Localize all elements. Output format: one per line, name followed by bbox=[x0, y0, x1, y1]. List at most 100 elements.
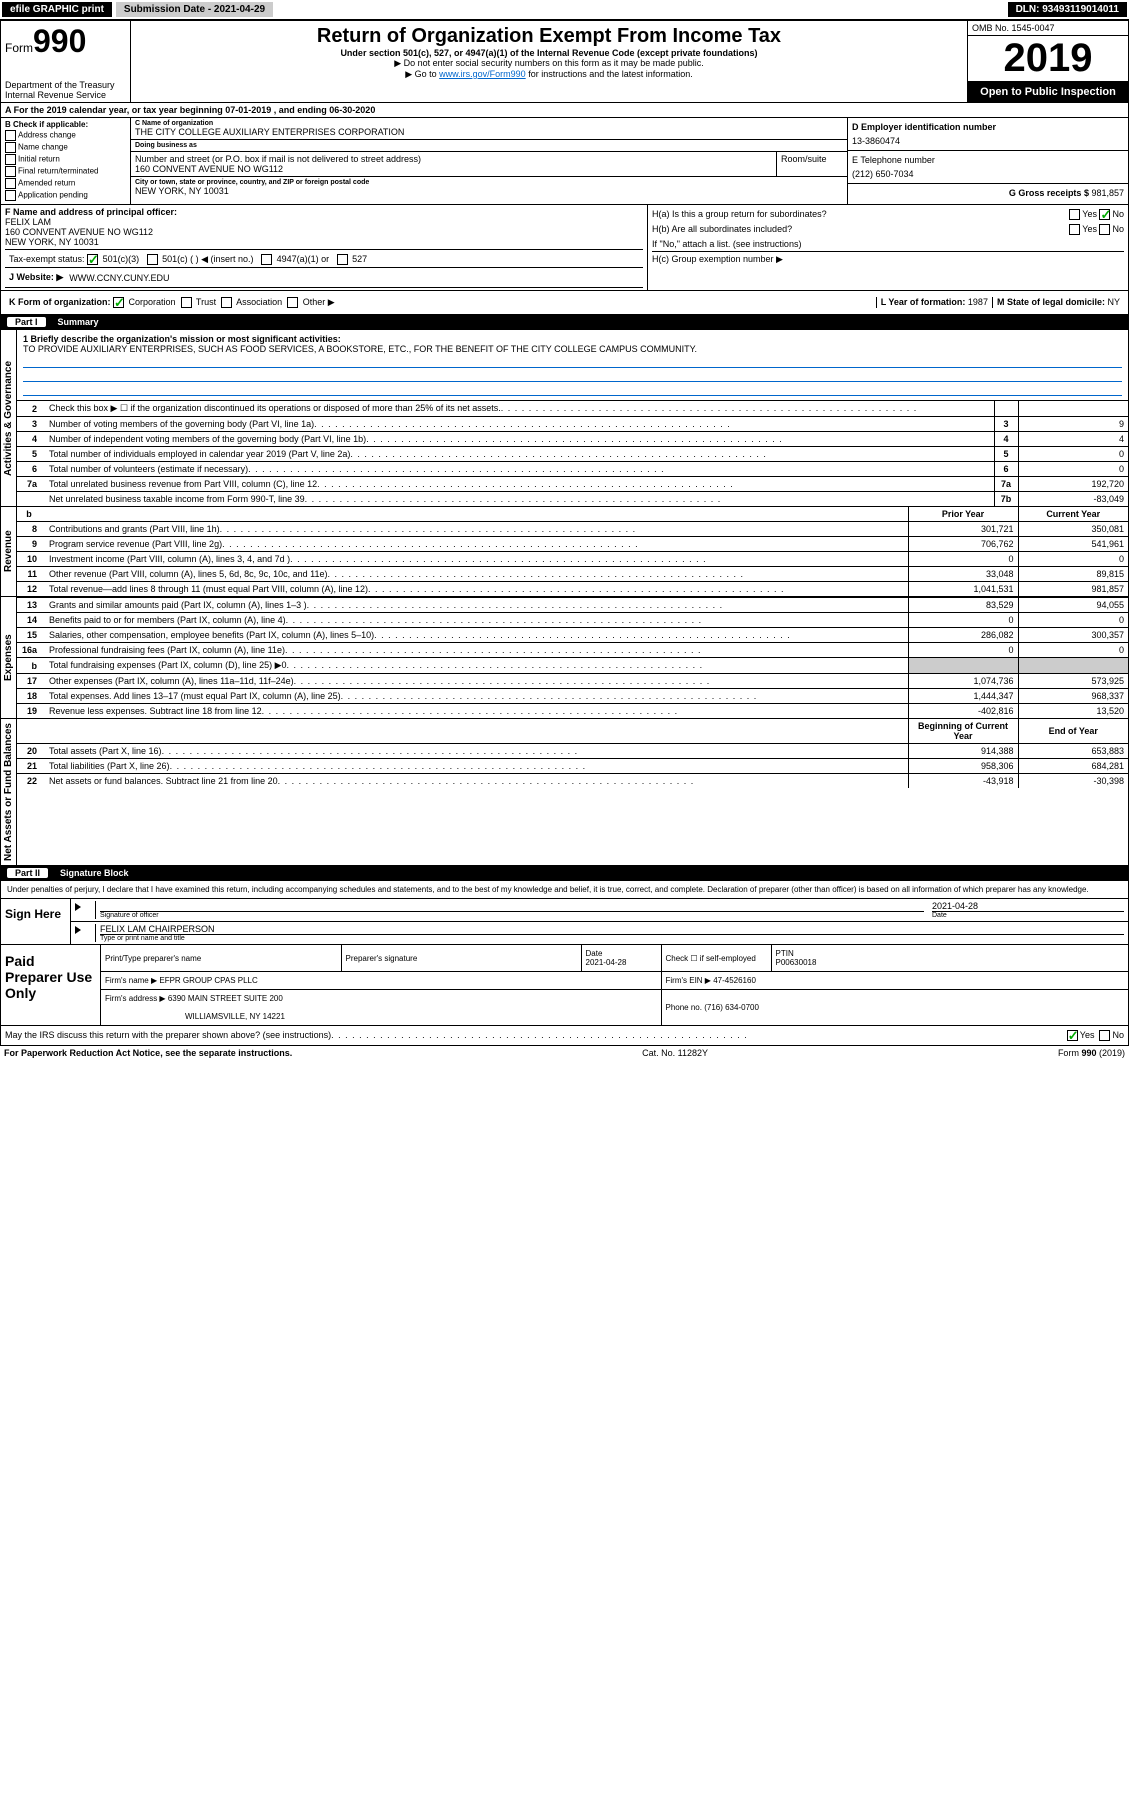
table-row: 13Grants and similar amounts paid (Part … bbox=[17, 598, 1128, 613]
gross-value: 981,857 bbox=[1091, 188, 1124, 198]
chk-final-return[interactable]: Final return/terminated bbox=[5, 166, 126, 177]
prep-sig-label: Preparer's signature bbox=[346, 954, 418, 963]
form-number-text: 990 bbox=[33, 23, 86, 59]
chk-assoc[interactable] bbox=[221, 297, 232, 308]
table-row: 14Benefits paid to or for members (Part … bbox=[17, 613, 1128, 628]
section-netassets: Net Assets or Fund Balances Beginning of… bbox=[0, 719, 1129, 866]
website-value: WWW.CCNY.CUNY.EDU bbox=[69, 273, 169, 283]
form-header: Form990 Department of the Treasury Inter… bbox=[0, 20, 1129, 103]
form-note1: ▶ Do not enter social security numbers o… bbox=[135, 58, 963, 69]
form990-link[interactable]: www.irs.gov/Form990 bbox=[439, 69, 526, 79]
box-b-title: B Check if applicable: bbox=[5, 120, 88, 129]
firm-phone: (716) 634-0700 bbox=[704, 1003, 759, 1012]
chk-application-pending[interactable]: Application pending bbox=[5, 190, 126, 201]
table-row: Net unrelated business taxable income fr… bbox=[17, 492, 1128, 507]
table-row: 20Total assets (Part X, line 16)914,3886… bbox=[17, 744, 1128, 759]
block-bcdeg: B Check if applicable: Address change Na… bbox=[0, 118, 1129, 205]
side-label-rev: Revenue bbox=[1, 507, 17, 596]
part1-header: Part I Summary bbox=[0, 315, 1129, 330]
website-label: J Website: ▶ bbox=[9, 272, 63, 283]
penalty-text: Under penalties of perjury, I declare th… bbox=[1, 881, 1128, 898]
mission-label: 1 Briefly describe the organization's mi… bbox=[23, 334, 341, 344]
footer-right: Form 990 (2019) bbox=[1058, 1048, 1125, 1058]
table-row: 5Total number of individuals employed in… bbox=[17, 447, 1128, 462]
discuss-yes[interactable] bbox=[1067, 1030, 1078, 1041]
section-revenue: Revenue bPrior YearCurrent Year8Contribu… bbox=[0, 507, 1129, 597]
hb-yes[interactable] bbox=[1069, 224, 1080, 235]
arrow-icon bbox=[75, 926, 81, 934]
box-deg: D Employer identification number 13-3860… bbox=[848, 118, 1128, 204]
table-row: 4Number of independent voting members of… bbox=[17, 432, 1128, 447]
table-row: 7aTotal unrelated business revenue from … bbox=[17, 477, 1128, 492]
chk-amended-return[interactable]: Amended return bbox=[5, 178, 126, 189]
table-row: 15Salaries, other compensation, employee… bbox=[17, 628, 1128, 643]
footer: For Paperwork Reduction Act Notice, see … bbox=[0, 1046, 1129, 1060]
firm-addr-label: Firm's address ▶ bbox=[105, 994, 166, 1003]
sig-date: 2021-04-28 bbox=[932, 901, 1124, 912]
gross-label: G Gross receipts $ bbox=[1009, 188, 1092, 198]
firm-name-label: Firm's name ▶ bbox=[105, 976, 157, 985]
table-row: 6Total number of volunteers (estimate if… bbox=[17, 462, 1128, 477]
table-row: 8Contributions and grants (Part VIII, li… bbox=[17, 522, 1128, 537]
print-label: Print/Type preparer's name bbox=[105, 954, 201, 963]
ptin-value: P00630018 bbox=[776, 958, 817, 967]
box-c: C Name of organization THE CITY COLLEGE … bbox=[131, 118, 848, 204]
check-self-emp: Check ☐ if self-employed bbox=[666, 954, 756, 963]
street-value: 160 CONVENT AVENUE NO WG112 bbox=[135, 164, 772, 174]
footer-center: Cat. No. 11282Y bbox=[642, 1048, 708, 1058]
chk-name-change[interactable]: Name change bbox=[5, 142, 126, 153]
table-row: 3Number of voting members of the governi… bbox=[17, 417, 1128, 432]
chk-501c[interactable] bbox=[147, 254, 158, 265]
side-label-gov: Activities & Governance bbox=[1, 330, 17, 506]
chk-address-change[interactable]: Address change bbox=[5, 130, 126, 141]
section-governance: Activities & Governance 1 Briefly descri… bbox=[0, 330, 1129, 507]
table-row: 12Total revenue—add lines 8 through 11 (… bbox=[17, 582, 1128, 597]
officer-name: FELIX LAM bbox=[5, 217, 643, 227]
chk-corp[interactable] bbox=[113, 297, 124, 308]
table-row: 22Net assets or fund balances. Subtract … bbox=[17, 774, 1128, 789]
paid-date: 2021-04-28 bbox=[586, 958, 627, 967]
dba-label: Doing business as bbox=[135, 142, 843, 149]
ha-no[interactable] bbox=[1099, 209, 1110, 220]
ein-label: D Employer identification number bbox=[852, 122, 996, 132]
note2-post: for instructions and the latest informat… bbox=[526, 69, 693, 79]
chk-trust[interactable] bbox=[181, 297, 192, 308]
revenue-table: bPrior YearCurrent Year8Contributions an… bbox=[17, 507, 1128, 596]
chk-initial-return[interactable]: Initial return bbox=[5, 154, 126, 165]
ha-yes[interactable] bbox=[1069, 209, 1080, 220]
part2-header: Part II Signature Block bbox=[0, 866, 1129, 881]
discuss-no[interactable] bbox=[1099, 1030, 1110, 1041]
hb-no[interactable] bbox=[1099, 224, 1110, 235]
table-row: 11Other revenue (Part VIII, column (A), … bbox=[17, 567, 1128, 582]
part2-num: Part II bbox=[7, 868, 48, 878]
l-value: 1987 bbox=[968, 297, 988, 307]
mission-text: TO PROVIDE AUXILIARY ENTERPRISES, SUCH A… bbox=[23, 344, 1122, 354]
section-expenses: Expenses 13Grants and similar amounts pa… bbox=[0, 597, 1129, 719]
room-label: Room/suite bbox=[781, 154, 843, 164]
chk-other[interactable] bbox=[287, 297, 298, 308]
submission-date: Submission Date - 2021-04-29 bbox=[116, 2, 273, 17]
firm-addr2: WILLIAMSVILLE, NY 14221 bbox=[105, 1012, 285, 1021]
chk-527[interactable] bbox=[337, 254, 348, 265]
street-label: Number and street (or P.O. box if mail i… bbox=[135, 154, 772, 164]
chk-501c3[interactable] bbox=[87, 254, 98, 265]
phone-label: E Telephone number bbox=[852, 155, 1124, 165]
city-label: City or town, state or province, country… bbox=[135, 179, 843, 186]
row-a-tax-year: A For the 2019 calendar year, or tax yea… bbox=[0, 103, 1129, 118]
form-subtitle: Under section 501(c), 527, or 4947(a)(1)… bbox=[135, 48, 963, 58]
chk-4947[interactable] bbox=[261, 254, 272, 265]
form-note2: ▶ Go to www.irs.gov/Form990 for instruct… bbox=[135, 69, 963, 80]
sig-officer-label: Signature of officer bbox=[100, 912, 924, 919]
part2-title: Signature Block bbox=[60, 868, 129, 878]
officer-addr2: NEW YORK, NY 10031 bbox=[5, 237, 643, 247]
row-j-website: J Website: ▶ WWW.CCNY.CUNY.EDU bbox=[5, 268, 643, 288]
org-name: THE CITY COLLEGE AUXILIARY ENTERPRISES C… bbox=[135, 127, 843, 137]
box-b: B Check if applicable: Address change Na… bbox=[1, 118, 131, 204]
table-row: 16aProfessional fundraising fees (Part I… bbox=[17, 643, 1128, 658]
firm-name: EFPR GROUP CPAS PLLC bbox=[159, 976, 257, 985]
side-label-na: Net Assets or Fund Balances bbox=[1, 719, 17, 865]
side-label-exp: Expenses bbox=[1, 597, 17, 718]
m-value: NY bbox=[1107, 297, 1120, 307]
form-number: Form990 bbox=[5, 23, 126, 60]
name-label: C Name of organization bbox=[135, 120, 843, 127]
